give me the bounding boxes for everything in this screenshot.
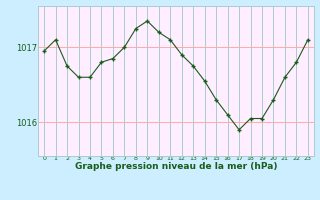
X-axis label: Graphe pression niveau de la mer (hPa): Graphe pression niveau de la mer (hPa) [75,162,277,171]
